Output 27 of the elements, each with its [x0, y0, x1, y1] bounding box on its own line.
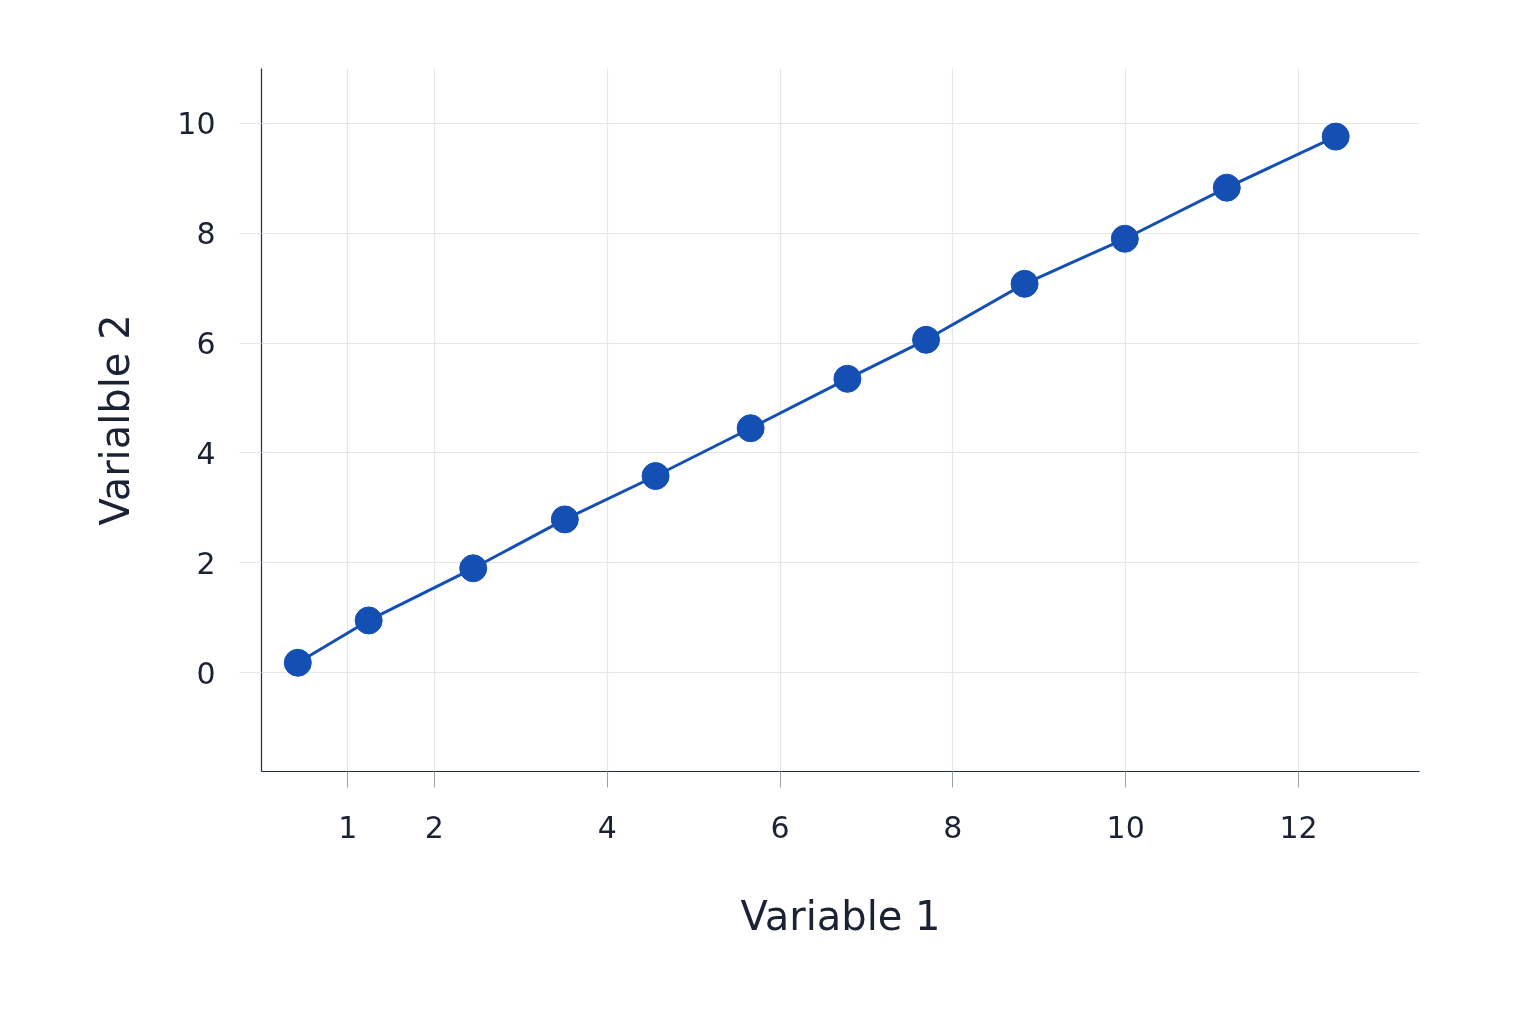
x-tick-label: 4	[597, 809, 617, 845]
point	[1212, 173, 1241, 202]
point	[833, 364, 862, 393]
point	[641, 462, 670, 490]
x-axis-title: Variable 1	[740, 892, 941, 939]
y-tick-label: 8	[196, 216, 216, 252]
point	[354, 606, 383, 635]
x-tick-label: 6	[770, 809, 790, 845]
y-tick-label: 6	[196, 326, 216, 362]
x-tick-label: 2	[424, 809, 444, 845]
point	[1321, 122, 1350, 151]
y-tick-label: 0	[196, 655, 216, 691]
point	[459, 554, 488, 583]
y-tick-label: 10	[177, 106, 216, 142]
y-axis-title: Varialble 2	[92, 314, 139, 526]
point	[912, 325, 941, 354]
y-tick-label: 4	[196, 435, 216, 471]
x-tick-label: 12	[1279, 809, 1318, 845]
x-tick-label: 1	[338, 809, 358, 845]
x-tick-label: 8	[943, 809, 963, 845]
point	[1010, 269, 1039, 298]
point	[1110, 224, 1139, 253]
point	[550, 505, 579, 534]
x-tick-label: 10	[1106, 809, 1145, 845]
point	[283, 648, 312, 677]
y-tick-label: 2	[196, 545, 216, 581]
point	[736, 414, 765, 443]
